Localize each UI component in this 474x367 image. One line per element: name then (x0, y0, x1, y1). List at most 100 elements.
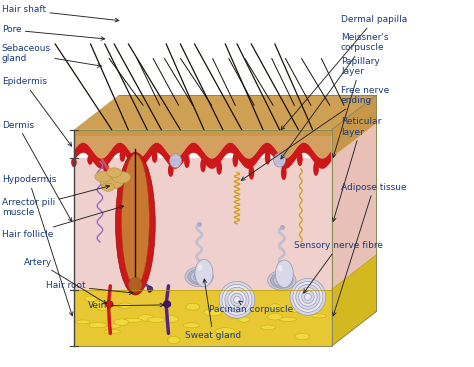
Polygon shape (74, 158, 331, 290)
Ellipse shape (221, 292, 233, 298)
Ellipse shape (76, 320, 90, 324)
Ellipse shape (108, 323, 121, 328)
Ellipse shape (101, 183, 115, 191)
Ellipse shape (304, 293, 311, 300)
Ellipse shape (92, 301, 107, 307)
Ellipse shape (123, 319, 143, 322)
Ellipse shape (260, 325, 276, 330)
Ellipse shape (118, 303, 132, 308)
Ellipse shape (216, 328, 235, 335)
Ellipse shape (112, 171, 131, 183)
Ellipse shape (119, 150, 125, 162)
Ellipse shape (233, 153, 238, 167)
Ellipse shape (290, 279, 326, 315)
Ellipse shape (114, 319, 128, 326)
Polygon shape (74, 142, 331, 169)
Ellipse shape (95, 171, 112, 182)
Text: Pore: Pore (1, 25, 105, 40)
Ellipse shape (100, 174, 124, 189)
Ellipse shape (188, 269, 210, 285)
Ellipse shape (249, 165, 255, 180)
Ellipse shape (293, 281, 323, 312)
Text: Pacinian corpuscle: Pacinian corpuscle (209, 301, 293, 314)
Text: Hair follicle: Hair follicle (1, 206, 124, 239)
Text: Hair root: Hair root (46, 281, 133, 294)
Ellipse shape (204, 309, 222, 316)
Ellipse shape (228, 315, 242, 319)
Ellipse shape (89, 323, 107, 328)
Ellipse shape (147, 287, 153, 292)
Ellipse shape (268, 270, 296, 290)
Ellipse shape (312, 314, 327, 318)
Ellipse shape (87, 155, 93, 165)
Ellipse shape (138, 315, 155, 321)
Ellipse shape (238, 317, 250, 322)
Ellipse shape (104, 330, 120, 334)
Ellipse shape (195, 259, 213, 287)
Text: Sensory nerve fibre: Sensory nerve fibre (294, 241, 383, 293)
Ellipse shape (218, 303, 236, 309)
Text: Adipose tissue: Adipose tissue (333, 183, 407, 316)
Ellipse shape (170, 154, 182, 168)
Ellipse shape (309, 306, 319, 311)
Ellipse shape (85, 296, 97, 301)
Ellipse shape (225, 287, 249, 312)
Ellipse shape (299, 287, 317, 306)
Polygon shape (74, 130, 331, 136)
Text: Dermis: Dermis (1, 120, 72, 222)
Ellipse shape (278, 317, 297, 321)
Ellipse shape (129, 277, 142, 292)
Ellipse shape (301, 290, 314, 304)
Polygon shape (74, 95, 376, 130)
Ellipse shape (121, 154, 149, 286)
Polygon shape (74, 95, 376, 130)
Ellipse shape (103, 164, 109, 174)
Ellipse shape (183, 323, 200, 328)
Ellipse shape (136, 166, 141, 178)
Ellipse shape (96, 304, 111, 310)
Polygon shape (331, 95, 376, 158)
Ellipse shape (186, 303, 200, 310)
Ellipse shape (193, 273, 205, 281)
Text: Sweat gland: Sweat gland (185, 279, 241, 340)
Ellipse shape (228, 290, 246, 309)
Ellipse shape (273, 153, 285, 167)
Ellipse shape (216, 160, 222, 175)
Ellipse shape (184, 155, 190, 168)
Ellipse shape (295, 333, 310, 340)
Ellipse shape (191, 271, 208, 283)
Ellipse shape (275, 260, 293, 287)
Text: Dermal papilla: Dermal papilla (281, 15, 407, 130)
Text: Hair shaft: Hair shaft (1, 6, 119, 22)
Ellipse shape (165, 316, 178, 322)
Ellipse shape (107, 168, 122, 177)
Text: Vein: Vein (88, 301, 164, 310)
Polygon shape (74, 130, 331, 159)
Ellipse shape (116, 152, 155, 295)
Ellipse shape (270, 304, 281, 310)
Text: Hypodermis: Hypodermis (1, 175, 73, 316)
Text: Free nerve
ending: Free nerve ending (241, 86, 389, 180)
Text: Papillary
layer: Papillary layer (332, 57, 380, 157)
Ellipse shape (288, 305, 306, 313)
Ellipse shape (200, 158, 206, 172)
Text: Reticular
layer: Reticular layer (332, 117, 382, 221)
Ellipse shape (167, 337, 180, 344)
Ellipse shape (296, 284, 320, 309)
Ellipse shape (313, 162, 319, 176)
Text: Meissner's
corpuscle: Meissner's corpuscle (281, 33, 389, 159)
Ellipse shape (231, 293, 243, 306)
Polygon shape (74, 290, 331, 346)
Ellipse shape (273, 275, 291, 286)
Polygon shape (331, 255, 376, 346)
Ellipse shape (271, 272, 293, 288)
Ellipse shape (152, 150, 157, 163)
Ellipse shape (222, 284, 252, 315)
Ellipse shape (265, 150, 271, 164)
Ellipse shape (198, 264, 202, 271)
Text: Sebaceous
gland: Sebaceous gland (1, 44, 101, 67)
Ellipse shape (219, 281, 255, 318)
Ellipse shape (185, 267, 213, 287)
Ellipse shape (268, 313, 282, 320)
Ellipse shape (168, 164, 173, 177)
